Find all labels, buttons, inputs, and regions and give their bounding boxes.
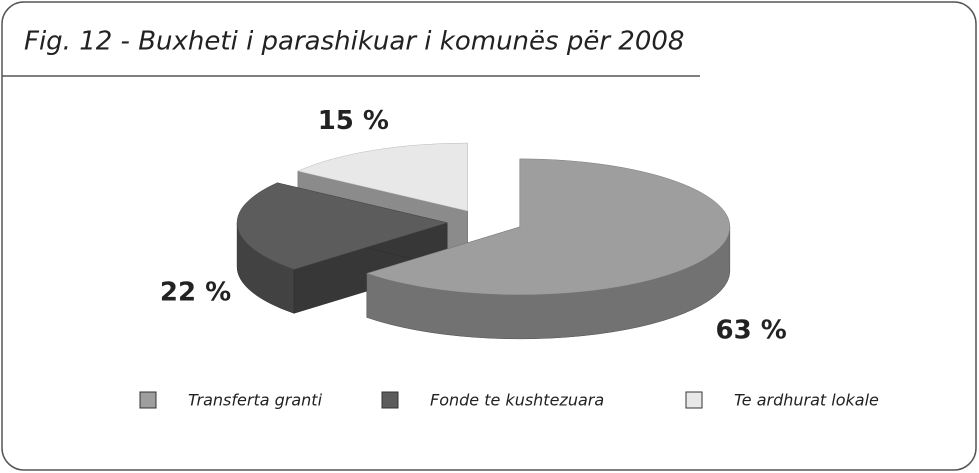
legend-swatch [139,391,157,409]
legend-label: Fonde te kushtezuara [430,391,604,410]
legend-swatch [381,391,399,409]
legend-label: Te ardhurat lokale [734,391,879,410]
slice [297,142,468,212]
chart-title: Fig. 12 - Buxheti i parashikuar i komunë… [24,27,684,57]
legend-label: Transferta granti [188,391,323,410]
legend-swatch [685,391,703,409]
value-label: 15 % [318,106,389,136]
value-label: 63 % [716,315,787,345]
slice [365,158,731,296]
value-label: 22 % [160,278,231,308]
slice [236,182,449,270]
